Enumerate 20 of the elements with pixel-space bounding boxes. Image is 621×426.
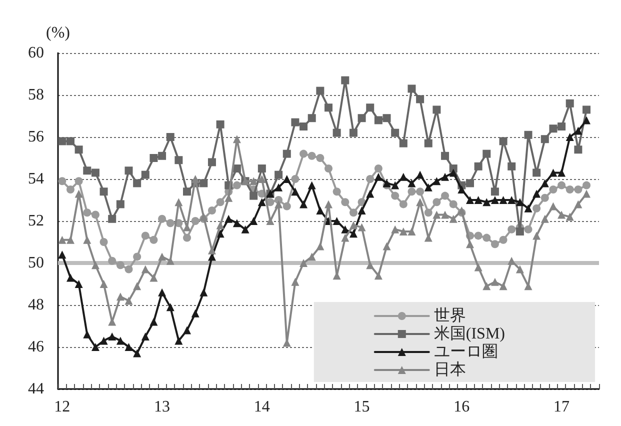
- x-tick-label: 12: [54, 398, 70, 416]
- legend-label: 日本: [434, 360, 466, 378]
- x-tick-label: 14: [254, 398, 270, 416]
- y-tick-label: 46: [28, 338, 44, 356]
- y-tick-label: 48: [28, 296, 44, 314]
- x-tick-label: 17: [554, 398, 570, 416]
- x-tick-label: 16: [454, 398, 470, 416]
- legend-label: ユーロ圏: [434, 344, 498, 360]
- x-tick-label: 15: [354, 398, 370, 416]
- y-tick-label: 54: [28, 170, 44, 188]
- y-tick-label: 50: [28, 254, 44, 272]
- legend-label: 米国(ISM): [434, 324, 505, 342]
- y-tick-label: 52: [28, 212, 44, 230]
- y-tick-label: 44: [28, 380, 44, 398]
- y-tick-label: 56: [28, 128, 44, 146]
- y-tick-label: 60: [28, 44, 44, 62]
- y-axis-title: (%): [46, 24, 70, 42]
- y-tick-label: 58: [28, 86, 44, 104]
- legend-label: 世界: [434, 306, 466, 324]
- x-tick-label: 13: [154, 398, 170, 416]
